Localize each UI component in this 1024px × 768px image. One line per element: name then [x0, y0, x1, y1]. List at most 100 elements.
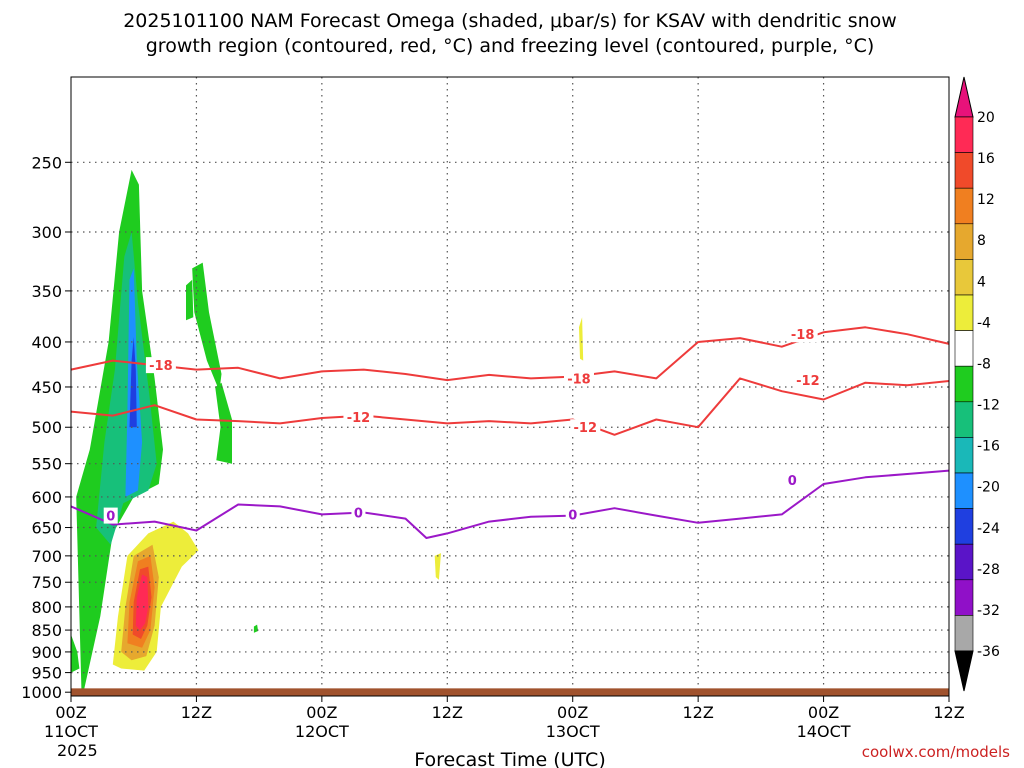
- y-tick-label-400: 400: [31, 333, 62, 352]
- contour-label-2-2: 0: [568, 508, 577, 523]
- y-tick-label-850: 850: [31, 621, 62, 640]
- y-tick-label-650: 650: [31, 519, 62, 538]
- colorbar-label-10: -24: [977, 521, 1000, 537]
- colorbar-label-0: 20: [977, 110, 995, 126]
- ground-layer: [71, 688, 949, 696]
- contour-label-bg-0-1: [563, 370, 594, 387]
- contour-label-bg-2-3: [785, 472, 800, 489]
- x-tick-label-0-3: 2025: [57, 741, 98, 760]
- colorbar-swatch-3: [954, 223, 974, 260]
- colorbar-swatch-10: [954, 472, 974, 509]
- x-tick-label-24-1: 00Z: [306, 703, 337, 722]
- contour-label-2-1: 0: [354, 507, 363, 522]
- colorbar-top-arrow: [954, 76, 974, 118]
- colorbar-swatch-12: [954, 543, 974, 581]
- x-tick-label-36-1: 12Z: [432, 703, 463, 722]
- y-tick-label-300: 300: [31, 223, 62, 242]
- colorbar-swatch-2: [954, 187, 974, 225]
- colorbar-swatch-11: [954, 508, 974, 545]
- y-tick-label-600: 600: [31, 488, 62, 507]
- chart-title-line-2: growth region (contoured, red, °C) and f…: [146, 35, 875, 57]
- colorbar-label-1: 16: [977, 151, 995, 167]
- omega-region-5: [186, 279, 194, 321]
- omega-region-3: [129, 337, 137, 428]
- temperature-contours: -18 -18 -18 -12 -12 -12 0 0 0 0: [70, 326, 950, 539]
- colorbar-label-5: -4: [977, 315, 991, 331]
- omega-region-7: [253, 624, 259, 633]
- colorbar-label-3: 8: [977, 233, 986, 249]
- contour-label-bg-1-2: [792, 372, 823, 389]
- x-tick-label-24-2: 12OCT: [295, 722, 349, 741]
- y-tick-label-900: 900: [31, 643, 62, 662]
- colorbar-swatch-9: [954, 437, 974, 474]
- x-tick-label-0-1: 00Z: [55, 703, 86, 722]
- omega-shading: [71, 169, 584, 693]
- colorbar-swatch-4: [954, 259, 974, 296]
- y-tick-label-550: 550: [31, 455, 62, 474]
- x-tick-label-60-1: 12Z: [682, 703, 713, 722]
- contour-line-1: [70, 377, 950, 436]
- colorbar-swatch-1: [954, 152, 974, 189]
- colorbar-swatch-8: [954, 401, 974, 438]
- colorbar-swatch-14: [954, 615, 974, 652]
- contour-label-bg-2-1: [351, 504, 366, 521]
- omega-region-6: [215, 382, 232, 464]
- y-tick-label-500: 500: [31, 418, 62, 437]
- colorbar-label-4: 4: [977, 274, 986, 290]
- y-axis: 250 300 350 400 450 500 550 600 650 700 750 800 850 9…: [21, 153, 71, 702]
- colorbar: 20 16 12 8 4 -4 -8 -12 -16 -20 -24 -28 -32 -36: [954, 76, 1000, 692]
- contour-label-1-2: -12: [796, 374, 820, 389]
- colorbar-swatch-5: [954, 294, 974, 331]
- x-tick-label-84-1: 12Z: [933, 703, 964, 722]
- y-tick-label-350: 350: [31, 282, 62, 301]
- x-tick-label-0-2: 11OCT: [44, 722, 98, 741]
- x-tick-label-72-2: 14OCT: [797, 722, 851, 741]
- colorbar-label-7: -12: [977, 398, 1000, 414]
- colorbar-bottom-arrow: [954, 650, 974, 692]
- contour-line-2: [70, 469, 950, 539]
- omega-region-13: [135, 574, 149, 631]
- contour-label-bg-2-0: [103, 507, 118, 524]
- colorbar-label-12: -32: [977, 603, 1000, 619]
- contour-label-bg-0-2: [787, 326, 818, 343]
- colorbar-label-9: -20: [977, 480, 1000, 496]
- colorbar-swatch-6: [954, 330, 974, 367]
- x-tick-label-48-2: 13OCT: [546, 722, 600, 741]
- x-tick-label-72-1: 00Z: [808, 703, 839, 722]
- colorbar-label-2: 12: [977, 192, 995, 208]
- x-tick-label-48-1: 00Z: [557, 703, 588, 722]
- contour-label-1-0: -12: [347, 411, 371, 426]
- chart-title-line-1: 2025101100 NAM Forecast Omega (shaded, μ…: [123, 10, 897, 32]
- contour-label-bg-1-0: [343, 409, 374, 426]
- colorbar-swatch-13: [954, 579, 974, 616]
- contour-label-0-2: -18: [791, 328, 815, 343]
- colorbar-label-13: -36: [977, 644, 1000, 660]
- contour-label-0-1: -18: [567, 372, 591, 387]
- contour-label-bg-2-2: [565, 506, 580, 523]
- colorbar-label-8: -16: [977, 439, 1000, 455]
- omega-region-1: [96, 232, 157, 545]
- credit-text: coolwx.com/models: [862, 743, 1010, 761]
- colorbar-label-11: -28: [977, 562, 1000, 578]
- y-tick-label-700: 700: [31, 547, 62, 566]
- y-tick-label-250: 250: [31, 153, 62, 172]
- y-tick-label-1000: 1000: [21, 683, 62, 702]
- y-tick-label-800: 800: [31, 598, 62, 617]
- x-axis-label: Forecast Time (UTC): [414, 749, 605, 768]
- y-tick-label-950: 950: [31, 664, 62, 683]
- y-tick-label-450: 450: [31, 378, 62, 397]
- colorbar-swatch-7: [954, 365, 974, 403]
- omega-region-14: [434, 553, 441, 580]
- contour-label-0-0: -18: [149, 359, 173, 374]
- y-tick-label-750: 750: [31, 573, 62, 592]
- x-tick-label-12-1: 12Z: [181, 703, 212, 722]
- omega-region-8: [71, 634, 80, 673]
- contour-label-bg-1-1: [570, 419, 601, 436]
- contour-label-2-0: 0: [106, 510, 115, 525]
- colorbar-label-6: -8: [977, 356, 991, 372]
- plot-area: -18 -18 -18 -12 -12 -12 0 0 0 0: [70, 76, 950, 697]
- contour-label-bg-0-0: [145, 357, 176, 374]
- omega-region-15: [579, 317, 584, 361]
